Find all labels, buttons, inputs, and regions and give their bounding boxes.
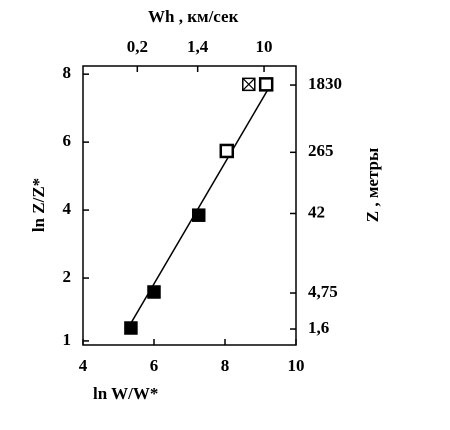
x2-axis-label: Wh , км/сек bbox=[148, 7, 239, 26]
y-tick-label: 2 bbox=[63, 267, 72, 286]
y2-tick-label: 1,6 bbox=[308, 318, 329, 337]
y-tick-label: 4 bbox=[63, 199, 72, 218]
point-filled bbox=[124, 321, 138, 335]
x-tick-label: 6 bbox=[150, 356, 159, 375]
y-axis-label: ln Z/Z* bbox=[29, 178, 48, 232]
point-filled bbox=[191, 208, 206, 222]
y2-axis-label: Z , метры bbox=[363, 148, 382, 223]
y2-tick-label: 4,75 bbox=[308, 282, 338, 301]
x-axis-label: ln W/W* bbox=[93, 384, 158, 403]
point-filled bbox=[147, 285, 161, 299]
x-tick-label: 8 bbox=[221, 356, 230, 375]
point-open bbox=[219, 143, 235, 159]
y-tick-label: 8 bbox=[63, 63, 72, 82]
y-tick-label: 6 bbox=[63, 131, 72, 150]
point-crossed bbox=[242, 77, 256, 92]
y2-tick-label: 265 bbox=[308, 141, 334, 160]
x2-tick-label: 1,4 bbox=[187, 37, 209, 56]
x2-tick-label: 0,2 bbox=[127, 37, 148, 56]
y2-tick-label: 42 bbox=[308, 202, 325, 221]
y2-tick-label: 1830 bbox=[308, 74, 342, 93]
point-open bbox=[258, 77, 274, 92]
plot-frame bbox=[82, 65, 297, 346]
x-tick-label: 10 bbox=[288, 356, 305, 375]
y-tick-label: 1 bbox=[63, 330, 72, 349]
x-tick-label: 4 bbox=[79, 356, 88, 375]
x2-tick-label: 10 bbox=[256, 37, 273, 56]
